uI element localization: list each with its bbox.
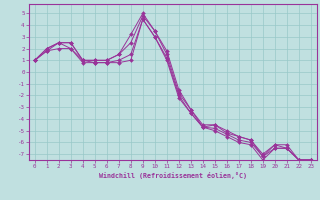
X-axis label: Windchill (Refroidissement éolien,°C): Windchill (Refroidissement éolien,°C) — [99, 172, 247, 179]
